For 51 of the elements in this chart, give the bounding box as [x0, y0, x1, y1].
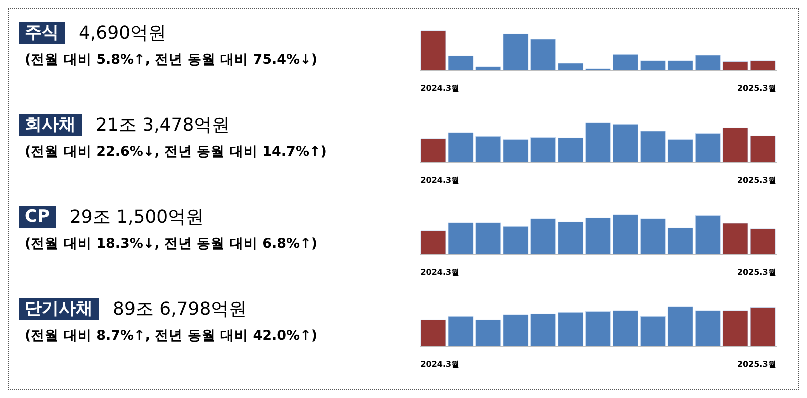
- bar: [586, 218, 612, 255]
- text: 4,690억원: [79, 22, 167, 45]
- bar: [612, 54, 638, 71]
- bar: [530, 314, 556, 347]
- x-tick-label: 2025.3월: [737, 84, 776, 93]
- bar: [530, 218, 556, 255]
- bar: [586, 122, 612, 163]
- bar: [668, 228, 694, 255]
- text: (전월 대비 18.3%↓, 전년 동월 대비 6.8%↑): [25, 235, 318, 253]
- bar: [558, 63, 584, 71]
- bar: [640, 60, 666, 71]
- text: CP: [19, 206, 56, 228]
- x-tick-label: 2024.3월: [420, 176, 460, 185]
- bar: [558, 312, 584, 347]
- x-tick-label: 2024.3월: [420, 360, 460, 369]
- text: 89조 6,798억원: [113, 298, 248, 321]
- bar: [695, 310, 721, 347]
- bar: [586, 312, 612, 347]
- text: 회사채: [19, 114, 82, 136]
- bar: [668, 60, 694, 71]
- bar: [558, 138, 584, 163]
- text: (전월 대비 22.6%↓, 전년 동월 대비 14.7%↑): [25, 143, 327, 161]
- bar: [558, 222, 584, 255]
- bar: [668, 306, 694, 347]
- text: 단기사채: [19, 298, 99, 320]
- text: (전월 대비 8.7%↑, 전년 동월 대비 42.0%↑): [25, 327, 318, 345]
- text: 29조 1,500억원: [70, 206, 204, 229]
- bar: [695, 55, 721, 71]
- bar: [503, 34, 529, 71]
- bar: [668, 140, 694, 163]
- bar: [503, 226, 529, 255]
- text: 주식: [19, 22, 65, 44]
- bar: [612, 124, 638, 163]
- text: 21조 3,478억원: [96, 114, 230, 137]
- x-tick-label: 2025.3월: [737, 176, 776, 185]
- x-tick-label: 2024.3월: [420, 268, 460, 277]
- bar: [640, 316, 666, 347]
- text: (전월 대비 5.8%↑, 전년 동월 대비 75.4%↓): [25, 51, 318, 69]
- bar: [612, 214, 638, 255]
- bar: [503, 314, 529, 347]
- bar: [640, 131, 666, 163]
- bar: [530, 39, 556, 71]
- x-tick-label: 2024.3월: [420, 84, 460, 93]
- bar: [530, 138, 556, 163]
- bar: [695, 134, 721, 163]
- bar: [612, 310, 638, 347]
- bar: [695, 216, 721, 255]
- x-tick-label: 2025.3월: [737, 268, 776, 277]
- x-tick-label: 2025.3월: [737, 360, 776, 369]
- bar: [640, 218, 666, 255]
- bar: [503, 140, 529, 163]
